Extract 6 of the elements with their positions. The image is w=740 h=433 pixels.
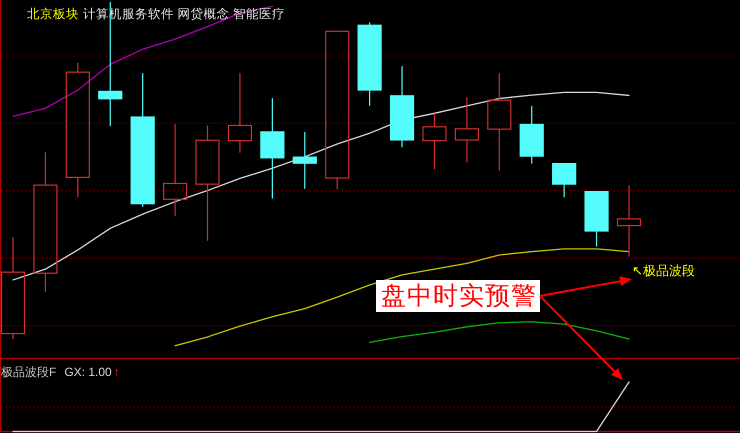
chart-title: 极品波段F [0, 365, 56, 379]
text: ↑ [114, 365, 120, 379]
annotation: 盘中时实预警 [381, 282, 537, 310]
annotation: 北京板块 [27, 7, 79, 21]
annotation: ↖极品波段 [632, 263, 695, 278]
text: GX: 1.00 [64, 365, 112, 379]
